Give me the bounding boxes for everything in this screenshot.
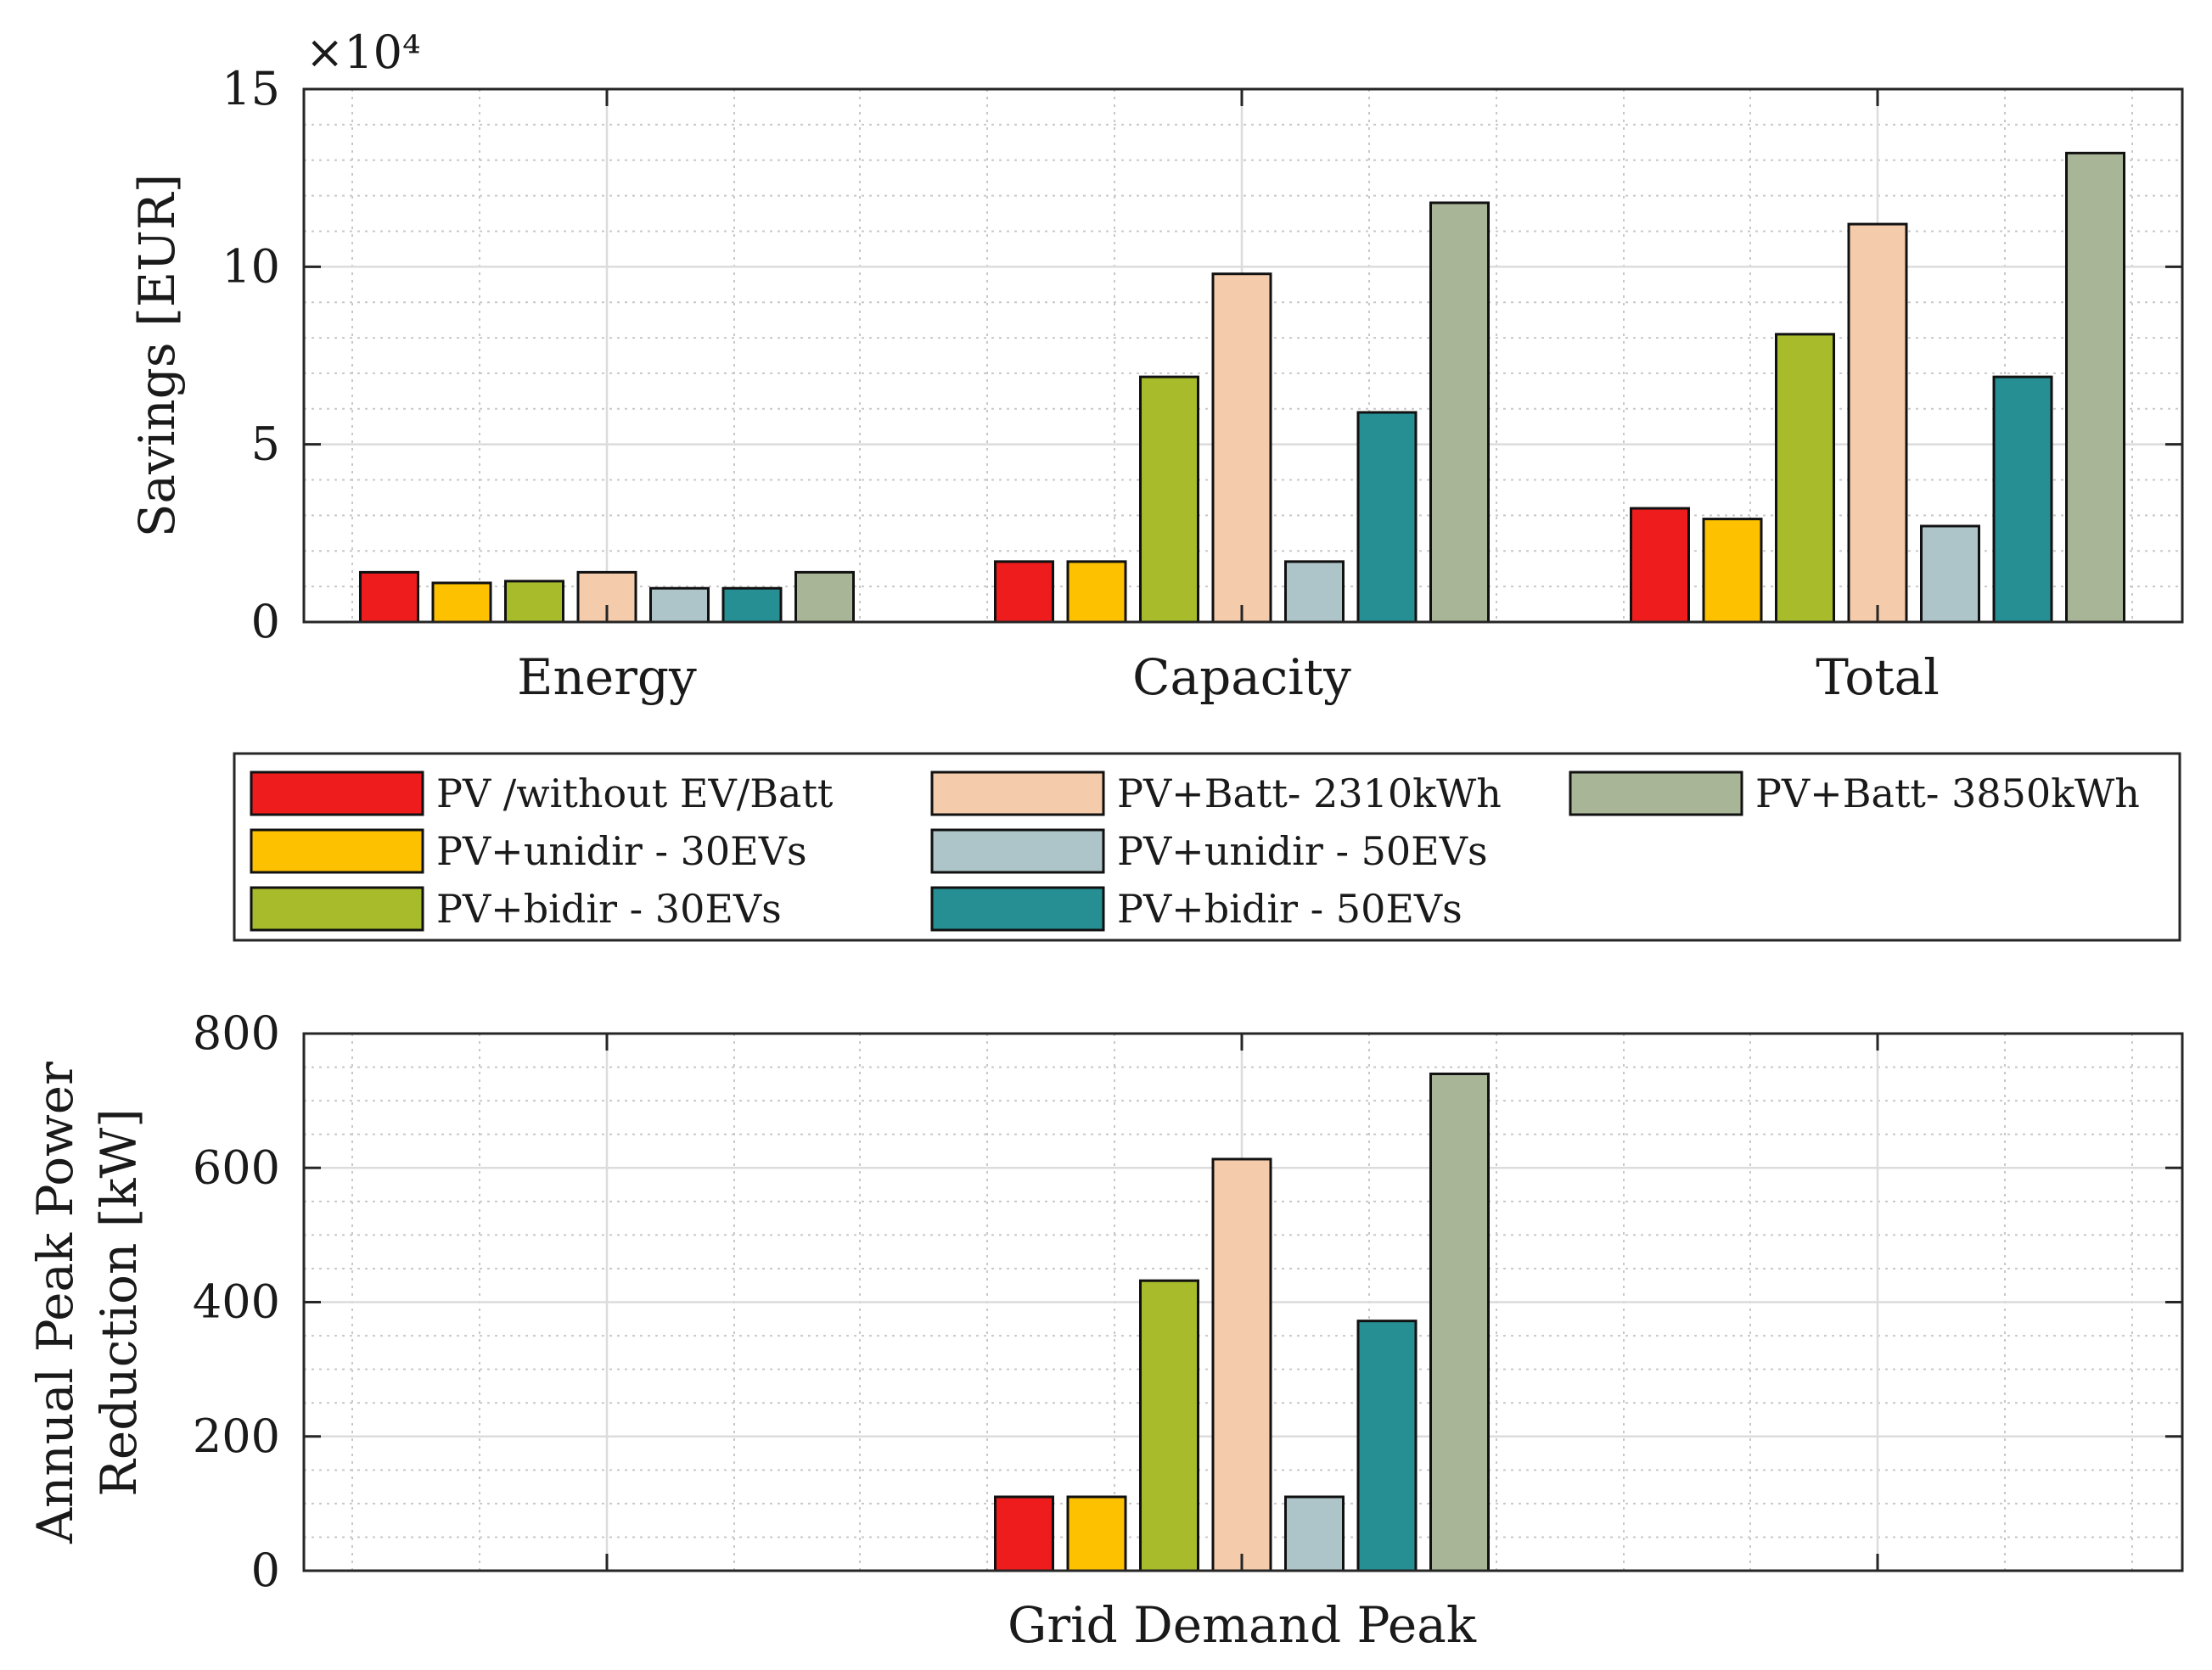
bar-pv-bidir-50evs-2: [1992, 375, 2053, 624]
bar-pv-bidir-50evs-0: [721, 586, 783, 624]
legend-box: [233, 752, 2181, 942]
legend-swatch: [250, 828, 424, 874]
bar-pv-unidir-30evs-2: [1702, 518, 1763, 624]
legend-label: PV+Batt- 2310kWh: [1117, 771, 1502, 816]
bar-pv-unidir-50evs-0: [1284, 1495, 1345, 1572]
bar-pv-bidir-50evs-0: [1356, 1320, 1418, 1572]
legend-label: PV+bidir - 30EVs: [436, 886, 782, 932]
bar-pv-unidir-50evs-2: [1920, 524, 1980, 624]
bar-pv-batt-3850kwh-2: [2065, 151, 2125, 624]
y-tick-label: 15: [222, 62, 280, 115]
bar-pv-bidir-30evs-1: [1139, 375, 1199, 624]
bar-pv-bidir-30evs-0: [1139, 1279, 1199, 1572]
legend-swatch: [930, 828, 1105, 874]
y-tick-label: 800: [193, 1006, 280, 1060]
bar-pv-batt-2310kwh-2: [1847, 222, 1908, 624]
y-tick-label: 400: [193, 1275, 280, 1329]
savings-exponent-label: ×10⁴: [306, 25, 421, 79]
peak-axis-ticks: 0 200 400 600 800 Grid Demand Peak: [193, 1006, 2182, 1654]
legend: PV /without EV/Batt PV+unidir - 30EVs PV+b…: [233, 752, 2181, 942]
bar-pv-batt-2310kwh-0: [1211, 1157, 1272, 1572]
legend-swatch: [930, 771, 1105, 816]
bar-pv-bidir-50evs-1: [1356, 411, 1418, 624]
peak-y-axis-label-line2: Reduction [kW]: [90, 1108, 148, 1497]
legend-swatch: [250, 771, 424, 816]
savings-y-axis-label: Savings [EUR]: [128, 174, 186, 537]
peak-reduction-chart: 0 200 400 600 800 Grid Demand Peak Annual Pea…: [26, 1006, 2184, 1654]
legend-swatch: [250, 886, 424, 932]
bar-pv-without-ev-batt-0: [994, 1495, 1054, 1572]
bar-pv-bidir-30evs-0: [504, 580, 564, 624]
bar-pv-unidir-30evs-1: [1066, 560, 1127, 624]
bar-pv-without-ev-batt-0: [359, 570, 419, 624]
legend-label: PV+bidir - 50EVs: [1117, 886, 1463, 932]
legend-swatch: [1569, 771, 1743, 816]
legend-label: PV+Batt- 3850kWh: [1755, 771, 2140, 816]
peak-y-axis-label-line1: Annual Peak Power: [26, 1062, 84, 1544]
x-category-label-energy: Energy: [517, 648, 697, 706]
legend-label: PV+unidir - 30EVs: [436, 828, 807, 874]
x-category-label-capacity: Capacity: [1132, 648, 1351, 706]
y-tick-label: 200: [193, 1409, 280, 1463]
bar-pv-batt-3850kwh-1: [1429, 201, 1490, 624]
y-tick-label: 0: [251, 1544, 280, 1597]
bar-pv-bidir-30evs-2: [1775, 333, 1835, 624]
savings-axis-ticks: 0 5 10 15 Energy Capacity Total: [222, 62, 2182, 706]
legend-label: PV /without EV/Batt: [436, 771, 834, 816]
bar-pv-batt-3850kwh-0: [1429, 1072, 1490, 1572]
savings-bars: [359, 151, 2125, 624]
y-tick-label: 600: [193, 1140, 280, 1194]
legend-label: PV+unidir - 50EVs: [1117, 828, 1488, 874]
bar-pv-without-ev-batt-2: [1630, 507, 1690, 624]
y-tick-label: 10: [222, 239, 280, 293]
bar-pv-unidir-30evs-0: [431, 581, 492, 624]
bar-pv-unidir-50evs-1: [1284, 560, 1345, 624]
bar-pv-unidir-30evs-0: [1066, 1495, 1127, 1572]
y-tick-label: 5: [251, 418, 280, 471]
bar-pv-batt-3850kwh-0: [794, 570, 855, 624]
bar-pv-without-ev-batt-1: [994, 560, 1054, 624]
x-category-label-total: Total: [1816, 648, 1940, 706]
bar-pv-unidir-50evs-0: [649, 586, 710, 624]
y-tick-label: 0: [251, 595, 280, 648]
bar-pv-batt-2310kwh-1: [1211, 272, 1272, 624]
x-category-label-grid-demand-peak: Grid Demand Peak: [1008, 1596, 1477, 1654]
legend-swatch: [930, 886, 1105, 932]
savings-chart: 0 5 10 15 Energy Capacity Total ×10⁴ Savings […: [128, 25, 2184, 706]
